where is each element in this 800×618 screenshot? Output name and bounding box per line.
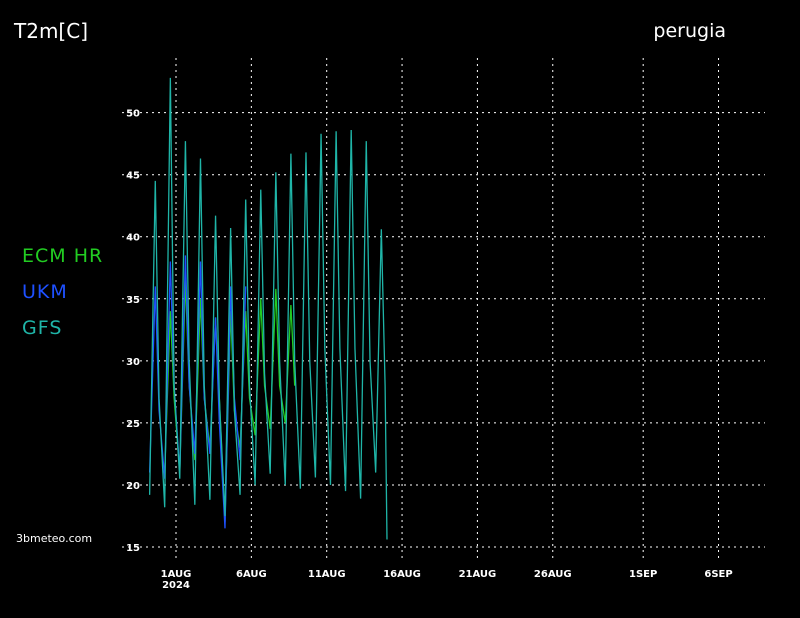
y-tick-label: 40 bbox=[126, 233, 140, 244]
y-tick-label: 25 bbox=[126, 419, 140, 430]
x-tick-label: 1AUG bbox=[161, 569, 192, 580]
x-tick-label: 6SEP bbox=[704, 569, 732, 580]
y-tick-label: 20 bbox=[126, 481, 140, 492]
legend-entry: GFS bbox=[22, 317, 62, 339]
x-tick-label: 1SEP bbox=[629, 569, 657, 580]
legend-entry: ECM HR bbox=[22, 245, 103, 267]
x-tick-label: 16AUG bbox=[383, 569, 421, 580]
x-year-label: 2024 bbox=[162, 580, 190, 591]
source: 3bmeteo.com bbox=[16, 532, 92, 545]
x-tick-label: 11AUG bbox=[308, 569, 346, 580]
y-tick-label: 50 bbox=[126, 109, 140, 120]
y-tick-label: 45 bbox=[126, 171, 140, 182]
chart-subtitle: perugia bbox=[653, 20, 726, 42]
chart-title: T2m[C] bbox=[13, 19, 88, 43]
y-tick-label: 30 bbox=[126, 357, 140, 368]
x-tick-label: 26AUG bbox=[534, 569, 572, 580]
x-tick-label: 21AUG bbox=[459, 569, 497, 580]
x-tick-label: 6AUG bbox=[236, 569, 267, 580]
series-line bbox=[148, 77, 388, 540]
legend-entry: UKM bbox=[22, 281, 68, 303]
y-tick-label: 15 bbox=[126, 543, 140, 554]
y-tick-label: 35 bbox=[126, 295, 140, 306]
